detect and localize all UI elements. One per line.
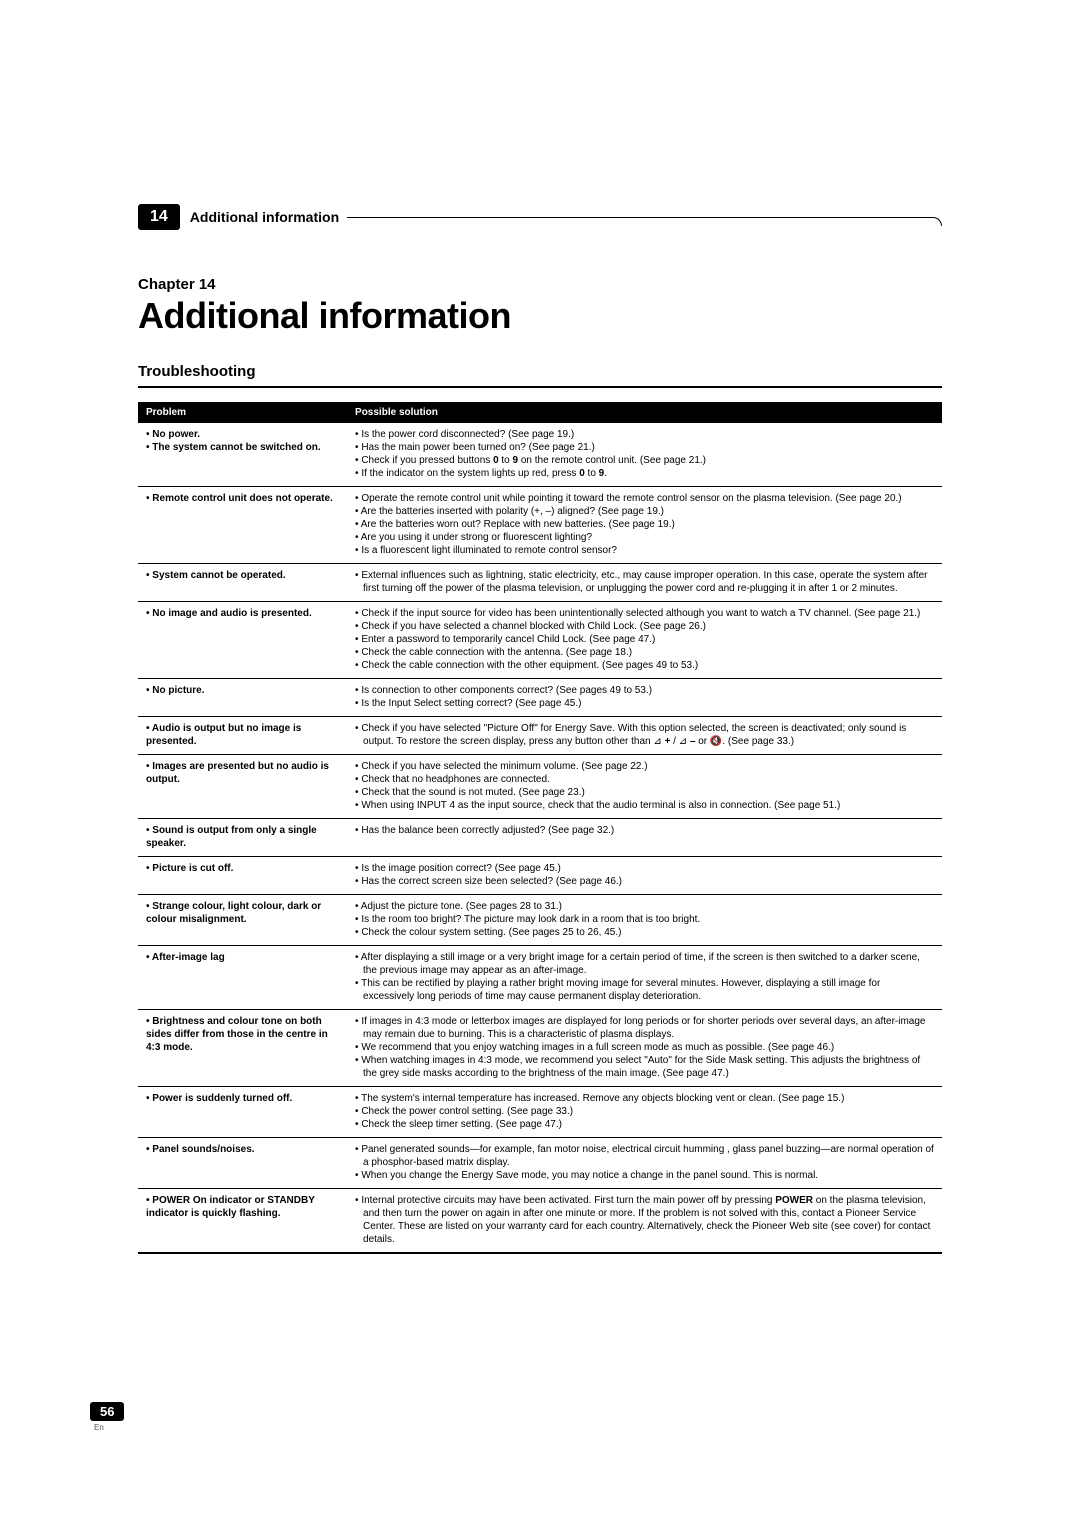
problem-cell: • Strange colour, light colour, dark or … <box>138 895 347 946</box>
page-footer: 56 En <box>90 1402 124 1432</box>
solution-item: If the indicator on the system lights up… <box>355 467 934 480</box>
table-row: • Power is suddenly turned off. The syste… <box>138 1087 942 1138</box>
solution-cell: Check if you have selected "Picture Off"… <box>347 717 942 755</box>
solution-item: Check if you have selected a channel blo… <box>355 620 934 633</box>
solution-item: Check that the sound is not muted. (See … <box>355 786 934 799</box>
troubleshooting-table: Problem Possible solution • No power.• T… <box>138 402 942 1254</box>
solution-item: Has the correct screen size been selecte… <box>355 875 934 888</box>
table-row: • Picture is cut off. Is the image positi… <box>138 857 942 895</box>
problem-cell: • Panel sounds/noises. <box>138 1138 347 1189</box>
solution-item: Are the batteries worn out? Replace with… <box>355 518 934 531</box>
solution-cell: Has the balance been correctly adjusted?… <box>347 819 942 857</box>
solution-item: This can be rectified by playing a rathe… <box>355 977 934 1003</box>
solution-item: Check if the input source for video has … <box>355 607 934 620</box>
problem-cell: • No power.• The system cannot be switch… <box>138 423 347 487</box>
solution-item: When using INPUT 4 as the input source, … <box>355 799 934 812</box>
table-row: • Images are presented but no audio is o… <box>138 755 942 819</box>
table-row: • No picture. Is connection to other comp… <box>138 679 942 717</box>
table-row: • Remote control unit does not operate. O… <box>138 487 942 564</box>
solution-item: When watching images in 4:3 mode, we rec… <box>355 1054 934 1080</box>
header-rule-cap <box>347 217 942 226</box>
problem-cell: • Remote control unit does not operate. <box>138 487 347 564</box>
solution-cell: External influences such as lightning, s… <box>347 564 942 602</box>
solution-item: Check if you have selected "Picture Off"… <box>355 722 934 748</box>
solution-item: If images in 4:3 mode or letterbox image… <box>355 1015 934 1041</box>
table-row: • Audio is output but no image is presen… <box>138 717 942 755</box>
solution-item: Operate the remote control unit while po… <box>355 492 934 505</box>
problem-cell: • No picture. <box>138 679 347 717</box>
solution-item: Check the power control setting. (See pa… <box>355 1105 934 1118</box>
problem-cell: • Images are presented but no audio is o… <box>138 755 347 819</box>
chapter-label: Chapter 14 <box>138 276 942 293</box>
solution-cell: Is the image position correct? (See page… <box>347 857 942 895</box>
solution-cell: Check if the input source for video has … <box>347 602 942 679</box>
solution-item: Is the room too bright? The picture may … <box>355 913 934 926</box>
solution-item: Check the cable connection with the othe… <box>355 659 934 672</box>
problem-cell: • System cannot be operated. <box>138 564 347 602</box>
solution-item: Are you using it under strong or fluores… <box>355 531 934 544</box>
solution-item: Is the image position correct? (See page… <box>355 862 934 875</box>
page-number-badge: 56 <box>90 1402 124 1421</box>
solution-cell: After displaying a still image or a very… <box>347 946 942 1010</box>
table-row: • Brightness and colour tone on both sid… <box>138 1010 942 1087</box>
solution-item: Panel generated sounds—for example, fan … <box>355 1143 934 1169</box>
solution-item: Are the batteries inserted with polarity… <box>355 505 934 518</box>
solution-item: Is the Input Select setting correct? (Se… <box>355 697 934 710</box>
solution-item: The system's internal temperature has in… <box>355 1092 934 1105</box>
section-number-badge: 14 <box>138 204 180 230</box>
solution-cell: Internal protective circuits may have be… <box>347 1189 942 1254</box>
table-row: • System cannot be operated. External inf… <box>138 564 942 602</box>
solution-item: We recommend that you enjoy watching ima… <box>355 1041 934 1054</box>
solution-item: Internal protective circuits may have be… <box>355 1194 934 1246</box>
chapter-title: Additional information <box>138 295 942 337</box>
solution-item: Check the colour system setting. (See pa… <box>355 926 934 939</box>
solution-item: External influences such as lightning, s… <box>355 569 934 595</box>
problem-cell: • Brightness and colour tone on both sid… <box>138 1010 347 1087</box>
solution-cell: Adjust the picture tone. (See pages 28 t… <box>347 895 942 946</box>
table-row: • No image and audio is presented. Check … <box>138 602 942 679</box>
solution-item: When you change the Energy Save mode, yo… <box>355 1169 934 1182</box>
table-row: • Strange colour, light colour, dark or … <box>138 895 942 946</box>
problem-cell: • No image and audio is presented. <box>138 602 347 679</box>
page-language: En <box>90 1423 124 1432</box>
page-header: 14 Additional information <box>138 204 942 230</box>
solution-cell: Check if you have selected the minimum v… <box>347 755 942 819</box>
table-row: • POWER On indicator or STANDBY indicato… <box>138 1189 942 1254</box>
solution-cell: Operate the remote control unit while po… <box>347 487 942 564</box>
problem-cell: • Sound is output from only a single spe… <box>138 819 347 857</box>
section-heading: Troubleshooting <box>138 363 942 388</box>
solution-item: Has the balance been correctly adjusted?… <box>355 824 934 837</box>
solution-item: Has the main power been turned on? (See … <box>355 441 934 454</box>
table-row: • After-image lag After displaying a stil… <box>138 946 942 1010</box>
solution-cell: The system's internal temperature has in… <box>347 1087 942 1138</box>
solution-item: Is the power cord disconnected? (See pag… <box>355 428 934 441</box>
column-header-solution: Possible solution <box>347 402 942 423</box>
solution-cell: Panel generated sounds—for example, fan … <box>347 1138 942 1189</box>
solution-item: Is connection to other components correc… <box>355 684 934 697</box>
solution-cell: Is connection to other components correc… <box>347 679 942 717</box>
problem-cell: • Audio is output but no image is presen… <box>138 717 347 755</box>
table-row: • Sound is output from only a single spe… <box>138 819 942 857</box>
header-section-title: Additional information <box>190 209 339 225</box>
table-row: • No power.• The system cannot be switch… <box>138 423 942 487</box>
solution-item: Check if you have selected the minimum v… <box>355 760 934 773</box>
solution-item: After displaying a still image or a very… <box>355 951 934 977</box>
solution-item: Is a fluorescent light illuminated to re… <box>355 544 934 557</box>
solution-item: Check that no headphones are connected. <box>355 773 934 786</box>
column-header-problem: Problem <box>138 402 347 423</box>
solution-cell: If images in 4:3 mode or letterbox image… <box>347 1010 942 1087</box>
table-row: • Panel sounds/noises. Panel generated so… <box>138 1138 942 1189</box>
problem-cell: • Picture is cut off. <box>138 857 347 895</box>
solution-item: Check the sleep timer setting. (See page… <box>355 1118 934 1131</box>
solution-cell: Is the power cord disconnected? (See pag… <box>347 423 942 487</box>
problem-cell: • Power is suddenly turned off. <box>138 1087 347 1138</box>
solution-item: Enter a password to temporarily cancel C… <box>355 633 934 646</box>
solution-item: Check if you pressed buttons 0 to 9 on t… <box>355 454 934 467</box>
solution-item: Adjust the picture tone. (See pages 28 t… <box>355 900 934 913</box>
solution-item: Check the cable connection with the ante… <box>355 646 934 659</box>
problem-cell: • After-image lag <box>138 946 347 1010</box>
problem-cell: • POWER On indicator or STANDBY indicato… <box>138 1189 347 1254</box>
